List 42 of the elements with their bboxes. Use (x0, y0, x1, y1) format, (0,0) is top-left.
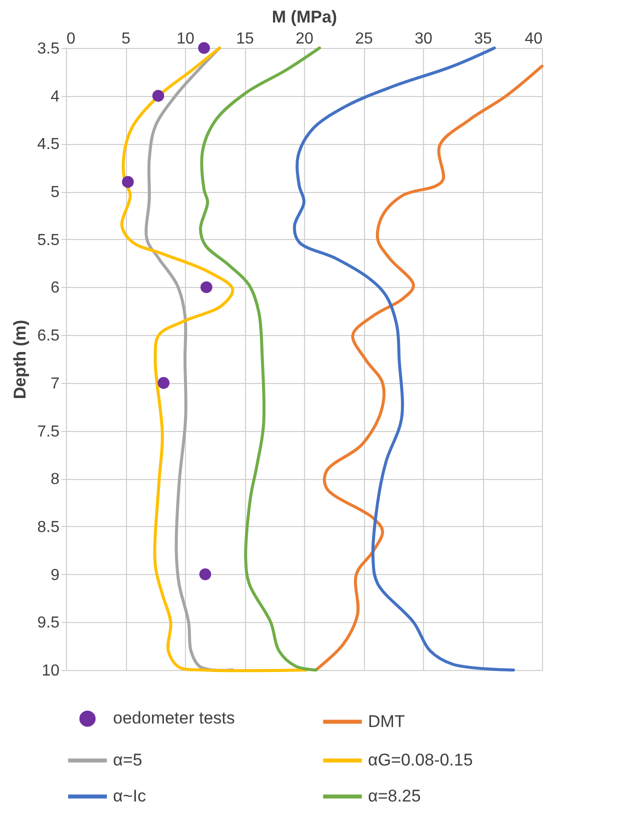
x-tick-label: 25 (355, 30, 373, 48)
line-series (198, 46, 321, 672)
y-tick-label: 4.5 (37, 136, 60, 154)
y-tick-label: 8.5 (37, 518, 60, 536)
x-tick-label: 0 (66, 30, 76, 48)
x-tick-label: 5 (122, 30, 131, 48)
legend-label: αG=0.08-0.15 (368, 750, 473, 770)
legend-label: oedometer tests (113, 708, 235, 728)
x-tick-label: 30 (414, 30, 432, 48)
point (158, 377, 170, 389)
y-tick-label: 7 (50, 375, 60, 392)
line-series (314, 64, 544, 672)
point (200, 281, 212, 294)
point (198, 42, 210, 54)
point (122, 176, 134, 188)
y-tick-label: 5.5 (37, 232, 60, 249)
y-tick-label: 3.5 (37, 40, 60, 58)
y-tick-label: 7.5 (37, 423, 60, 440)
line-series (144, 46, 234, 672)
x-tick-label: 20 (296, 30, 314, 48)
y-tick-label: 5 (50, 184, 60, 202)
x-tick-label: 10 (176, 30, 194, 48)
legend-label: α~Ic (113, 786, 146, 806)
line-series (292, 46, 515, 672)
legend-label: α=5 (113, 750, 142, 770)
point (199, 568, 212, 580)
y-tick-label: 6 (50, 280, 60, 297)
y-tick-label: 6.5 (37, 328, 60, 345)
x-tick-label: 40 (524, 30, 543, 48)
x-tick-label: 35 (474, 30, 492, 48)
x-axis-title: M (MPa) (272, 8, 338, 26)
y-tick-label: 9 (50, 566, 60, 584)
y-axis-title: Depth (m) (10, 320, 30, 400)
line-series (120, 46, 308, 672)
legend-label: DMT (368, 712, 405, 731)
y-tick-label: 9.5 (37, 614, 60, 632)
point (152, 90, 164, 102)
y-tick-label: 4 (50, 88, 60, 106)
legend-label: α=8.25 (368, 786, 421, 806)
y-tick-label: 10 (42, 662, 60, 680)
y-tick-label: 8 (50, 471, 60, 488)
x-tick-label: 15 (236, 30, 254, 48)
